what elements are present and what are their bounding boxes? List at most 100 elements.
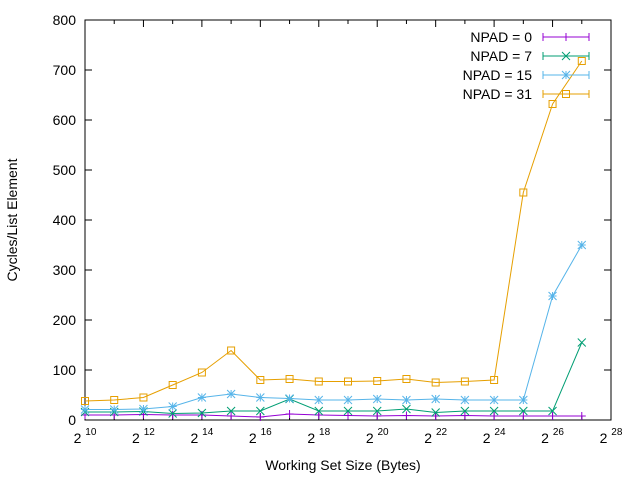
series-line (85, 342, 583, 415)
data-point (256, 413, 265, 421)
y-axis: 0 100 200 300 400 500 600 700 800 (53, 12, 611, 428)
marker-part (255, 393, 265, 402)
marker-part (110, 396, 119, 404)
marker-part (314, 406, 324, 416)
marker-part (431, 378, 440, 387)
data-point (256, 376, 265, 384)
data-point (431, 378, 440, 387)
marker-part (285, 375, 294, 383)
marker-part (518, 395, 528, 405)
data-point (168, 381, 177, 389)
marker-part (314, 377, 323, 386)
data-point (168, 409, 178, 418)
marker-part (372, 406, 382, 416)
marker-part (489, 406, 499, 416)
data-point (344, 411, 352, 420)
data-point (518, 395, 528, 405)
data-point (402, 375, 411, 383)
y-tick-label: 0 (68, 412, 76, 428)
marker-part (255, 406, 265, 416)
data-point (548, 100, 557, 108)
data-point (255, 393, 265, 402)
marker-part (197, 368, 206, 377)
x-tick-label: 2 12 (132, 427, 155, 446)
legend-label: NPAD = 15 (463, 67, 533, 83)
plot-frame (84, 19, 612, 421)
marker-part (373, 377, 382, 385)
marker-part (548, 406, 557, 416)
data-point (548, 406, 557, 416)
data-point (343, 406, 353, 416)
marker-part (197, 408, 207, 418)
marker-part (227, 346, 236, 355)
y-tick-label: 200 (53, 312, 77, 328)
x-tick-label: 2 18 (307, 427, 330, 446)
marker-part (372, 394, 382, 404)
marker-part (226, 389, 236, 399)
y-tick-label: 800 (53, 12, 77, 28)
y-tick-label: 400 (53, 212, 77, 228)
data-point (460, 377, 469, 386)
marker-part (168, 409, 178, 418)
marker-part (431, 394, 441, 404)
marker-part (256, 376, 265, 384)
x-tick-label: 2 16 (249, 427, 272, 446)
marker-part (314, 395, 324, 405)
marker-part (139, 404, 148, 414)
data-point (431, 412, 440, 420)
marker-part (81, 397, 89, 405)
data-point (460, 395, 470, 405)
marker-part (344, 377, 352, 386)
x-tick-label: 2 28 (600, 427, 623, 446)
marker-part (402, 404, 411, 414)
data-point (227, 412, 236, 420)
marker-part (548, 291, 557, 301)
data-point (490, 376, 499, 384)
legend-marker (562, 90, 570, 98)
marker-part (285, 394, 294, 403)
marker-part (577, 57, 586, 65)
legend: NPAD = 0 NPAD = 7 NPAD = 15 NPAD = 31 (463, 29, 590, 102)
marker-part (197, 393, 207, 402)
marker-part (548, 100, 557, 108)
data-point (314, 377, 323, 386)
y-axis-label: Cycles/List Element (4, 158, 20, 281)
data-point (548, 291, 557, 301)
marker-part (460, 377, 469, 386)
series-1 (80, 338, 587, 418)
data-point (168, 402, 178, 411)
y-tick-label: 300 (53, 262, 77, 278)
marker-part (460, 406, 470, 416)
data-point (372, 394, 382, 404)
marker-part (343, 395, 353, 405)
data-point (285, 410, 294, 418)
x-tick-label: 2 26 (541, 427, 564, 446)
marker-part (519, 188, 528, 197)
data-point (285, 375, 294, 383)
marker-part (561, 70, 571, 80)
data-point (372, 406, 382, 416)
x-axis: 2 10 2 12 2 14 2 16 2 18 2 20 2 22 2 24 2 26 2 28 (74, 20, 623, 446)
marker-part (577, 338, 587, 347)
data-point (343, 395, 353, 405)
series-line (84, 60, 583, 402)
data-point (490, 412, 499, 420)
data-point (402, 404, 411, 414)
marker-part (109, 405, 119, 414)
data-point (577, 412, 586, 420)
data-point (373, 377, 382, 385)
data-point (519, 412, 528, 420)
data-point (139, 393, 148, 402)
y-tick-label: 700 (53, 62, 77, 78)
data-point (519, 188, 528, 197)
data-point (227, 346, 236, 355)
y-tick-label: 500 (53, 162, 77, 178)
legend-marker (561, 51, 571, 61)
data-point (197, 411, 206, 419)
series-0 (81, 410, 586, 421)
data-point (314, 411, 323, 419)
legend-marker (561, 70, 571, 80)
legend-label: NPAD = 31 (463, 86, 533, 102)
marker-part (402, 375, 411, 383)
data-point (577, 57, 586, 65)
